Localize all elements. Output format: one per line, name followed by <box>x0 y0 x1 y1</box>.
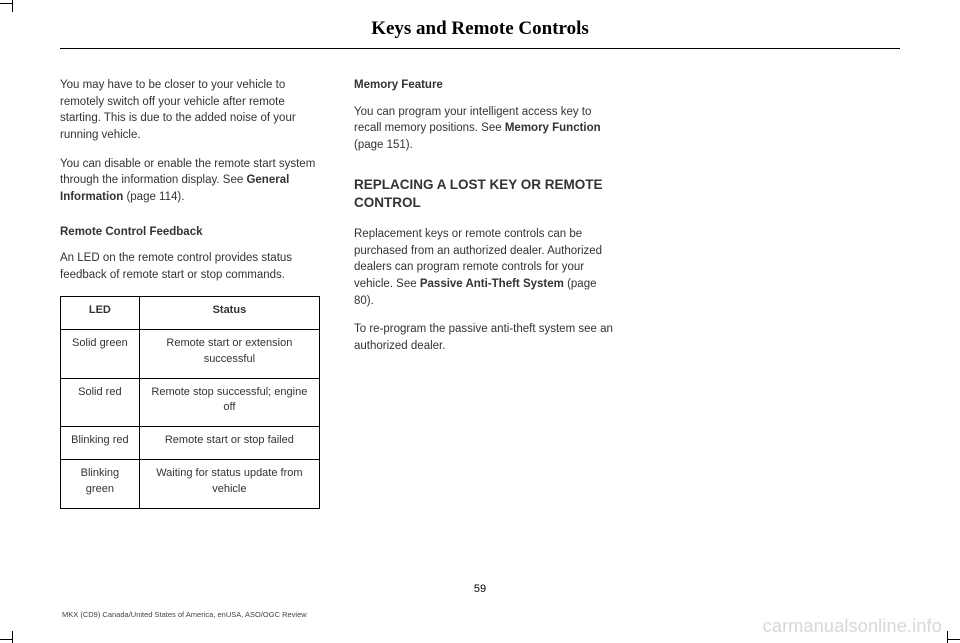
cell-status: Remote start or stop failed <box>139 427 319 460</box>
table-row: Blinking red Remote start or stop failed <box>61 427 320 460</box>
watermark: carmanualsonline.info <box>763 616 942 637</box>
paragraph: Replacement keys or remote controls can … <box>354 226 614 309</box>
content-columns: You may have to be closer to your vehicl… <box>60 77 900 509</box>
text: (page 151). <box>354 139 413 151</box>
cell-led: Blinking red <box>61 427 140 460</box>
text: (page 114). <box>123 191 184 203</box>
cell-led: Solid green <box>61 329 140 378</box>
cell-led: Solid red <box>61 378 140 427</box>
cell-status: Remote start or extension successful <box>139 329 319 378</box>
led-status-table: LED Status Solid green Remote start or e… <box>60 296 320 510</box>
page-number: 59 <box>60 583 900 595</box>
paragraph: You can program your intelligent access … <box>354 104 614 154</box>
footer-meta: MKX (CD9) Canada/United States of Americ… <box>62 610 307 619</box>
section-heading: REPLACING A LOST KEY OR REMOTE CONTROL <box>354 176 614 212</box>
page-title: Keys and Remote Controls <box>60 18 900 40</box>
cell-status: Waiting for status update from vehicle <box>139 460 319 509</box>
subheading: Remote Control Feedback <box>60 224 320 241</box>
page-header: Keys and Remote Controls <box>60 18 900 49</box>
cell-status: Remote stop successful; engine off <box>139 378 319 427</box>
column-left: You may have to be closer to your vehicl… <box>60 77 320 509</box>
page: Keys and Remote Controls You may have to… <box>60 18 900 625</box>
table-row: Solid red Remote stop successful; engine… <box>61 378 320 427</box>
col-header-led: LED <box>61 296 140 329</box>
column-right: Memory Feature You can program your inte… <box>354 77 614 509</box>
cell-led: Blinking green <box>61 460 140 509</box>
ref-bold: Memory Function <box>505 122 601 134</box>
subheading: Memory Feature <box>354 77 614 94</box>
paragraph: You can disable or enable the remote sta… <box>60 156 320 206</box>
paragraph: To re-program the passive anti-theft sys… <box>354 321 614 354</box>
table-header-row: LED Status <box>61 296 320 329</box>
ref-bold: Passive Anti-Theft System <box>420 278 564 290</box>
col-header-status: Status <box>139 296 319 329</box>
paragraph: An LED on the remote control provides st… <box>60 250 320 283</box>
paragraph: You may have to be closer to your vehicl… <box>60 77 320 144</box>
table-row: Solid green Remote start or extension su… <box>61 329 320 378</box>
table-row: Blinking green Waiting for status update… <box>61 460 320 509</box>
